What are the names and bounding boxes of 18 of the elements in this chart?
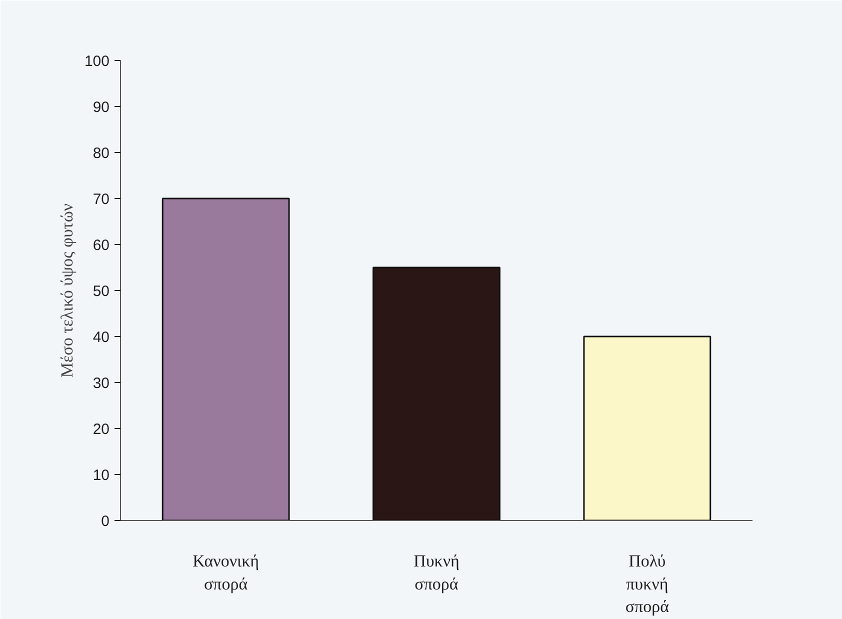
y-tick-label: 90 (92, 99, 110, 116)
y-tick-label: 20 (92, 421, 110, 438)
bar (162, 198, 290, 520)
y-tick-label: 40 (92, 329, 110, 346)
y-tick-label: 10 (92, 467, 110, 484)
y-tick-label: 50 (92, 283, 110, 300)
y-tick-label: 80 (92, 145, 110, 162)
y-tick-label: 0 (101, 513, 110, 530)
bar (372, 266, 500, 520)
x-tick-label: Πυκνή σπορά (414, 552, 460, 594)
x-tick-label: Πολύ πυκνή σπορά (625, 552, 670, 616)
y-axis-title: Μέσο τελικό ύψος φυτών (57, 203, 76, 378)
y-tick-label: 70 (92, 191, 110, 208)
y-tick-label: 30 (92, 375, 110, 392)
y-tick-label: 60 (92, 237, 110, 254)
x-tick-label: Κανονική σπορά (192, 552, 260, 594)
bar (583, 336, 712, 520)
y-tick-label: 100 (84, 53, 110, 70)
